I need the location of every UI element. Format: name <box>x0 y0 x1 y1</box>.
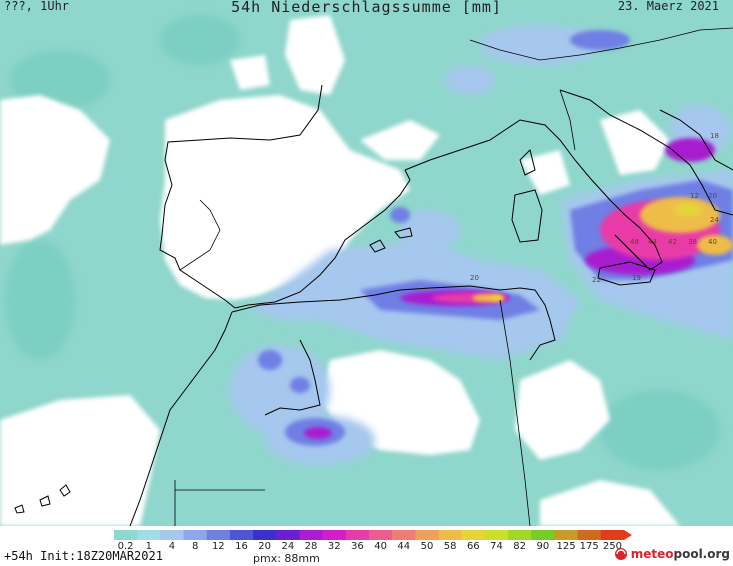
legend-label: 125 <box>556 541 576 552</box>
legend-label: 12 <box>211 541 225 552</box>
forecast-init-label: +54h Init:18Z20MAR2021 <box>4 549 163 563</box>
precip-teal-variation <box>5 15 720 470</box>
legend-label: 4 <box>168 541 176 552</box>
map-value-label: 40 <box>708 238 717 246</box>
legend-label: 20 <box>258 541 272 552</box>
legend-swatch <box>531 530 555 540</box>
logo-text-part1: meteo <box>630 547 674 561</box>
map-value-label: 22 <box>592 276 601 284</box>
legend-label: 175 <box>579 541 599 552</box>
legend-swatch <box>461 530 486 540</box>
map-value-label: 48 <box>630 238 639 246</box>
legend-label: 50 <box>420 541 434 552</box>
dry-areas <box>0 15 680 526</box>
map-value-label: 18 <box>710 132 719 140</box>
forecast-time-label: ???, 1Uhr <box>4 0 70 13</box>
map-value-label: 38 <box>688 238 697 246</box>
map-value-labels: 20 48 44 42 38 40 22 19 12 20 18 24 <box>470 132 719 284</box>
map-value-label: 12 <box>690 192 699 200</box>
legend-swatch <box>299 530 324 540</box>
legend-swatch <box>137 530 161 540</box>
legend-swatch <box>183 530 208 540</box>
meteopool-logo[interactable]: meteopool.org <box>614 547 730 561</box>
legend-label: 44 <box>397 541 411 552</box>
legend-swatch <box>276 530 300 540</box>
legend-labels: 0.2 1 4 8 12 16 20 24 28 32 36 40 44 50 58 66 74 82 90 125 1… <box>114 541 634 553</box>
legend-swatch <box>438 530 463 540</box>
legend-swatch <box>322 530 347 540</box>
logo-text: meteopool.org <box>631 547 730 561</box>
legend-label: 40 <box>374 541 387 552</box>
legend-label: 24 <box>281 541 295 552</box>
legend-color-bar <box>114 530 632 540</box>
legend-swatch <box>577 530 602 540</box>
map-value-label: 24 <box>710 216 719 224</box>
legend-swatch <box>253 530 277 540</box>
legend-swatch <box>392 530 416 540</box>
precipitation-map: 20 48 44 42 38 40 22 19 12 20 18 24 <box>0 0 733 526</box>
legend-swatch <box>415 530 440 540</box>
legend-arrow-icon <box>624 530 632 540</box>
map-title: 54h Niederschlagssumme [mm] <box>231 0 502 16</box>
legend-label: 8 <box>191 541 199 552</box>
legend-label: 58 <box>443 541 457 552</box>
map-value-label: 44 <box>648 238 657 246</box>
legend-label: 36 <box>351 541 364 552</box>
logo-text-part2: pool.org <box>673 547 730 561</box>
legend-swatch <box>369 530 393 540</box>
legend-label: 28 <box>304 541 318 552</box>
legend-swatch <box>484 530 509 540</box>
legend-label: 16 <box>235 541 248 552</box>
legend-swatch <box>600 530 625 540</box>
legend-label: 0.2 <box>117 541 134 552</box>
legend-label: 1 <box>145 541 152 552</box>
legend-swatch <box>206 530 231 540</box>
legend-swatch <box>229 530 254 540</box>
legend-swatch <box>508 530 532 540</box>
legend-swatch <box>160 530 185 540</box>
legend-swatch <box>554 530 579 540</box>
forecast-date: 23. Maerz 2021 <box>617 0 719 13</box>
precip-yellow <box>491 203 702 301</box>
legend-label: 32 <box>327 541 341 552</box>
legend-label: 82 <box>513 541 527 552</box>
map-value-label: 20 <box>708 192 717 200</box>
legend-label: 74 <box>490 541 503 552</box>
legend-label: 250 <box>602 541 622 552</box>
legend-label: 66 <box>466 541 480 552</box>
coastlines <box>14 27 733 526</box>
map-value-label: 19 <box>632 274 641 282</box>
legend-swatch <box>114 530 138 540</box>
globe-icon <box>614 548 627 560</box>
legend-swatch <box>345 530 370 540</box>
pmx-label: pmx: 88mm <box>253 552 320 565</box>
map-value-label: 20 <box>470 274 479 282</box>
map-value-label: 42 <box>668 238 677 246</box>
legend-label: 90 <box>536 541 550 552</box>
